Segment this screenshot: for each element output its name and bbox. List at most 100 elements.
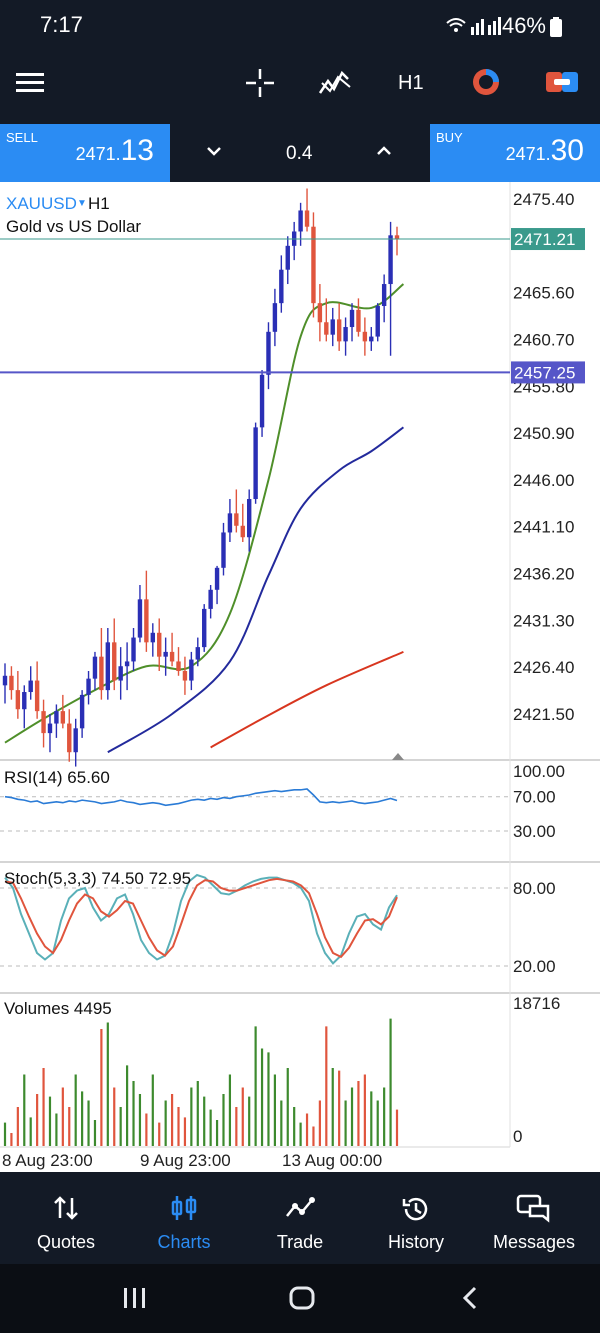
ma-line-slow [210,650,404,749]
candle-body [272,303,278,332]
volume-bars [3,1018,399,1146]
rsi-level-label: 30.00 [513,822,556,841]
price-tick-label: 2460.70 [513,330,574,349]
candle-body [60,711,66,724]
volume-max-label: 18716 [513,994,560,1013]
crosshair-icon[interactable] [244,67,276,104]
symbol-description: Gold vs US Dollar [6,217,141,236]
nav-quotes[interactable]: Quotes [8,1172,124,1264]
candle-body [182,671,188,681]
nav-quotes-label: Quotes [36,1232,96,1252]
battery-icon [550,17,562,42]
chevron-down-icon[interactable] [204,141,224,166]
candle-body [28,680,33,693]
buy-price: 2471.30 [505,134,584,167]
chart-timeframe: H1 [88,194,110,213]
price-chart[interactable]: 2475.402465.602460.702455.802450.902446.… [0,182,600,1172]
sell-label: SELL [6,130,38,145]
battery-percent: 46% [501,13,546,38]
hline-badge [511,361,585,384]
recent-apps-icon[interactable] [122,1286,148,1315]
candle-body [112,642,117,681]
hline-label: 2457.25 [514,363,575,382]
scroll-marker-icon[interactable] [392,753,404,760]
menu-icon[interactable] [16,72,44,99]
candle-body [266,331,271,375]
price-tick-label: 2475.40 [513,190,574,209]
time-tick-label: 13 Aug 00:00 [282,1151,382,1170]
candle-body [259,374,265,428]
quotes-icon [54,1196,78,1220]
time-tick-label: 9 Aug 23:00 [140,1151,231,1170]
stoch-label: Stoch(5,3,3) 74.50 72.95 [4,869,191,888]
candle-body [99,656,104,691]
one-click-trading-icon[interactable] [470,66,502,103]
price-tick-label: 2431.30 [513,611,574,630]
wifi-signal-icon [446,17,501,35]
candle-body [362,331,368,342]
quote-bar: SELL 2471.13 0.4 BUY 2471.30 [0,124,600,182]
price-tick-label: 2465.60 [513,284,574,303]
candle-body [131,637,136,662]
trade-panel-icon[interactable] [546,68,578,101]
timeframe-button[interactable]: H1 [398,72,424,94]
nav-history[interactable]: History [358,1172,474,1264]
candle-body [22,692,27,710]
chart-area[interactable]: 2475.40 2465.60 2460.70 2455.80 2450.90 2446.… [0,182,600,1172]
candle-body [150,632,156,643]
ma-line-fast [4,283,405,744]
price-tick-label: 2446.00 [513,471,574,490]
candle-body [92,656,98,679]
candle-body [189,659,194,681]
candle-body [163,651,168,657]
candle-body [73,728,78,753]
rsi-level-label: 100.00 [513,762,565,781]
candle-body [54,711,59,724]
stoch-levels: 80.00 20.00 [0,879,556,976]
stoch-level-label: 20.00 [513,957,556,976]
price-tick-label: 2426.40 [513,658,574,677]
rsi-label: RSI(14) 65.60 [4,768,110,787]
time-tick-label: 8 Aug 23:00 [2,1151,93,1170]
status-time: 7:17 [40,12,83,37]
symbol-name[interactable]: XAUUSD [6,194,77,213]
system-navigation [0,1264,600,1333]
indicators-icon[interactable] [318,67,352,104]
candle-body [208,589,213,609]
charts-icon [171,1196,197,1220]
candle-body [67,723,72,753]
nav-trade[interactable]: Trade [242,1172,358,1264]
candle-body [317,303,323,323]
candle-body [349,309,355,328]
nav-charts-label: Charts [157,1232,211,1252]
volumes-label: Volumes 4495 [4,999,112,1018]
sell-price: 2471.13 [75,134,154,167]
back-icon[interactable] [460,1285,480,1316]
sell-button[interactable]: SELL 2471.13 [0,124,170,182]
chevron-up-icon[interactable] [374,141,394,166]
messages-icon [516,1194,550,1223]
candle-body [86,678,91,695]
candle-body [381,284,387,307]
nav-trade-label: Trade [276,1232,324,1252]
moving-averages [4,283,405,754]
rsi-line [4,788,398,807]
home-icon[interactable] [288,1285,316,1316]
lot-size[interactable]: 0.4 [286,143,313,164]
candle-body [240,525,245,538]
candle-body [2,675,8,686]
bottom-navigation: Quotes Charts Trade History Messages [0,1172,600,1264]
price-tick-label: 2441.10 [513,518,574,537]
buy-button[interactable]: BUY 2471.30 [430,124,600,182]
candle-body [221,532,226,568]
nav-charts[interactable]: Charts [126,1172,242,1264]
ma-line-mid [107,426,405,754]
volume-min-label: 0 [513,1127,522,1146]
candle-body [394,235,400,240]
candle-body [124,661,130,667]
symbol-dropdown-icon[interactable]: ▼ [77,198,87,209]
candle-body [195,647,200,660]
candle-body [324,322,329,335]
nav-messages[interactable]: Messages [476,1172,592,1264]
candle-body [137,599,143,638]
